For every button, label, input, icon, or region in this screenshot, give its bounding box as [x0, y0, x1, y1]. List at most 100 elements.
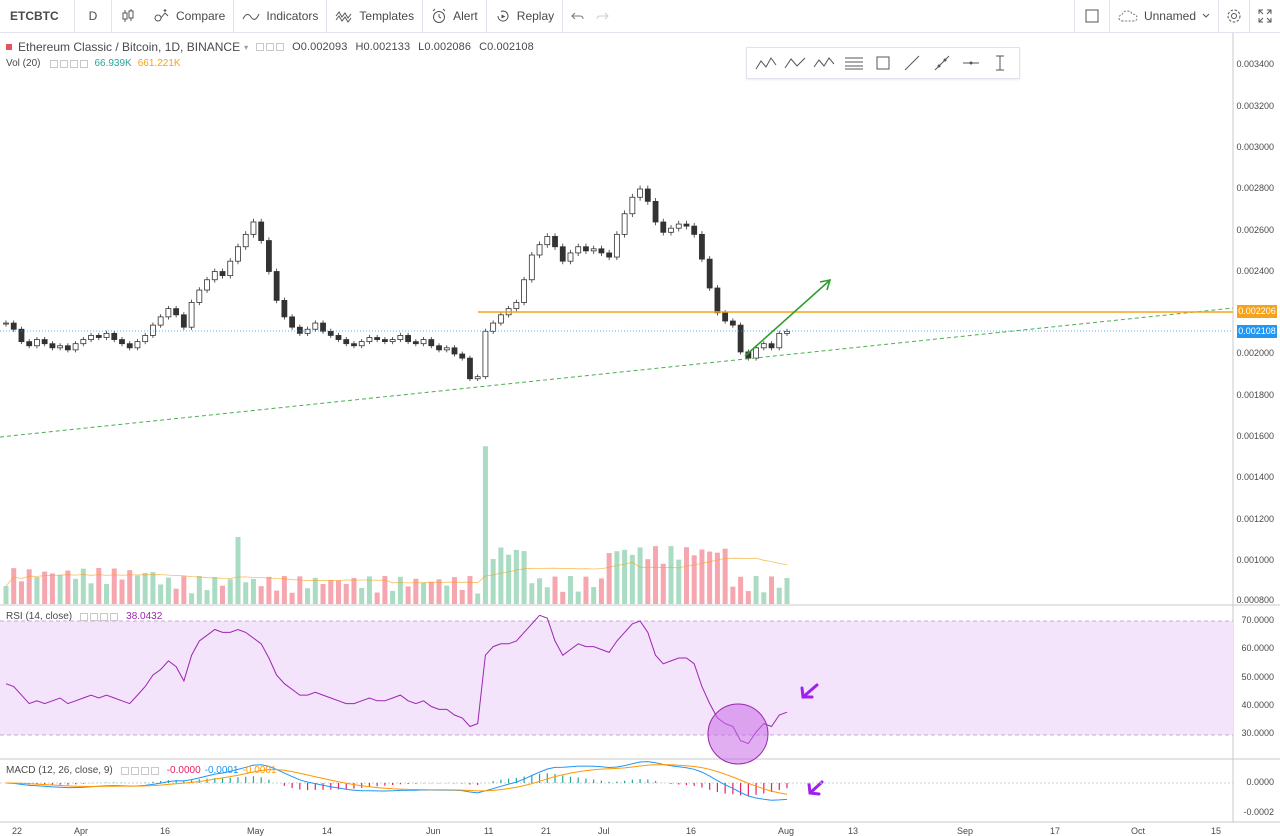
- candle: [126, 343, 133, 349]
- volume-bar: [606, 553, 612, 604]
- annotation-arrow-rsi[interactable]: [800, 683, 819, 699]
- divider: [1249, 0, 1250, 33]
- annotation-arrow-macd[interactable]: [807, 780, 824, 796]
- chevron-down-icon[interactable]: ▾: [244, 42, 249, 52]
- candle: [289, 316, 296, 328]
- replay-button[interactable]: Replay: [487, 0, 562, 33]
- rsi-label[interactable]: RSI (14, close): [6, 611, 73, 622]
- volume-bar: [274, 590, 280, 604]
- candle: [235, 246, 241, 262]
- projection-arrow[interactable]: [744, 278, 832, 357]
- candle: [374, 337, 381, 340]
- volume-bar: [34, 577, 40, 604]
- volume-bar: [761, 592, 767, 604]
- symbol-search-button[interactable]: ETCBTC: [10, 9, 59, 23]
- abcd-pattern-tool[interactable]: [783, 51, 807, 75]
- legend-buttons[interactable]: [256, 43, 285, 51]
- candle: [389, 339, 396, 343]
- candle: [784, 330, 790, 334]
- candle: [753, 347, 759, 359]
- volume-bar: [80, 568, 86, 604]
- time-tick-label: 21: [541, 826, 552, 836]
- volume-bar: [459, 589, 465, 604]
- templates-button[interactable]: Templates: [327, 0, 422, 33]
- volume-bar: [134, 575, 140, 604]
- time-tick-label: 16: [686, 826, 697, 836]
- volume-bar: [676, 559, 682, 604]
- candle: [699, 233, 705, 260]
- legend-buttons[interactable]: [50, 59, 89, 68]
- candle: [57, 345, 64, 349]
- redo-button[interactable]: [593, 0, 617, 33]
- volume-bar: [243, 582, 249, 604]
- volume-legend: Vol (20) 66.939K 661.221K: [6, 58, 181, 69]
- symbol-title[interactable]: Ethereum Classic / Bitcoin, 1D, BINANCE: [18, 40, 241, 54]
- divider: [1218, 0, 1219, 33]
- candle: [428, 339, 435, 347]
- divider: [111, 0, 112, 33]
- volume-bar: [49, 573, 55, 604]
- rsi-tick-label: 60.0000: [1241, 643, 1274, 653]
- candle: [26, 341, 33, 347]
- volume-bar: [127, 570, 133, 604]
- horizontal-line-tool[interactable]: [959, 51, 983, 75]
- rectangle-icon: [876, 56, 890, 70]
- compare-button[interactable]: Compare: [144, 0, 233, 33]
- interval-button[interactable]: D: [88, 9, 98, 23]
- candle: [683, 223, 690, 227]
- candle: [312, 322, 319, 330]
- volume-bar: [776, 587, 782, 604]
- rectangle-tool[interactable]: [871, 51, 895, 75]
- volume-bar: [73, 578, 79, 604]
- candle: [613, 233, 620, 258]
- rsi-tick-label: 40.0000: [1241, 700, 1274, 710]
- candle: [119, 339, 125, 345]
- volume-bar: [413, 578, 419, 604]
- candle: [304, 328, 311, 334]
- volume-bar: [366, 576, 372, 604]
- chart-type-button[interactable]: [112, 0, 144, 33]
- pattern-wave-icon: [813, 57, 835, 68]
- volume-bar: [390, 590, 396, 604]
- candle: [536, 244, 543, 256]
- xabcd-pattern-tool[interactable]: [754, 51, 778, 75]
- alert-button[interactable]: Alert: [423, 0, 486, 33]
- rsi-highlight-circle[interactable]: [707, 703, 769, 765]
- candle: [64, 345, 71, 351]
- price-tick-label: 0.001200: [1236, 514, 1274, 524]
- maximize-button[interactable]: [1250, 0, 1280, 33]
- volume-label[interactable]: Vol (20): [6, 58, 41, 69]
- save-layout-button[interactable]: Unnamed: [1110, 0, 1218, 33]
- volume-bar: [629, 554, 635, 604]
- divider: [74, 0, 75, 33]
- legend-buttons[interactable]: [120, 766, 159, 775]
- candle: [165, 308, 172, 318]
- candle: [242, 233, 249, 248]
- fib-retracement-tool[interactable]: [842, 51, 866, 75]
- volume-bar: [343, 583, 349, 604]
- horizontal-line-icon: [962, 61, 979, 65]
- candle: [281, 299, 288, 318]
- candle: [621, 213, 628, 235]
- settings-button[interactable]: [1219, 0, 1249, 33]
- macd-hist-value: -0.0000: [166, 765, 201, 776]
- undo-button[interactable]: [563, 0, 593, 33]
- divider: [1108, 0, 1110, 33]
- ray-tool[interactable]: [930, 51, 954, 75]
- alarm-clock-icon: [432, 8, 446, 23]
- fullscreen-toggle[interactable]: [1075, 0, 1109, 33]
- legend-buttons[interactable]: [80, 612, 119, 621]
- elliott-wave-tool[interactable]: [812, 51, 836, 75]
- macd-label[interactable]: MACD (12, 26, close, 9): [6, 765, 113, 776]
- volume-bar: [312, 577, 318, 604]
- vertical-line-tool[interactable]: [988, 51, 1012, 75]
- candle: [180, 314, 187, 328]
- trend-line-tool[interactable]: [900, 51, 924, 75]
- rsi-legend: RSI (14, close) 38.0432: [6, 611, 162, 622]
- trend-line[interactable]: [0, 307, 1234, 438]
- volume-bar: [359, 588, 365, 604]
- candle: [737, 324, 744, 353]
- indicators-button[interactable]: Indicators: [234, 0, 326, 33]
- candle: [3, 322, 9, 325]
